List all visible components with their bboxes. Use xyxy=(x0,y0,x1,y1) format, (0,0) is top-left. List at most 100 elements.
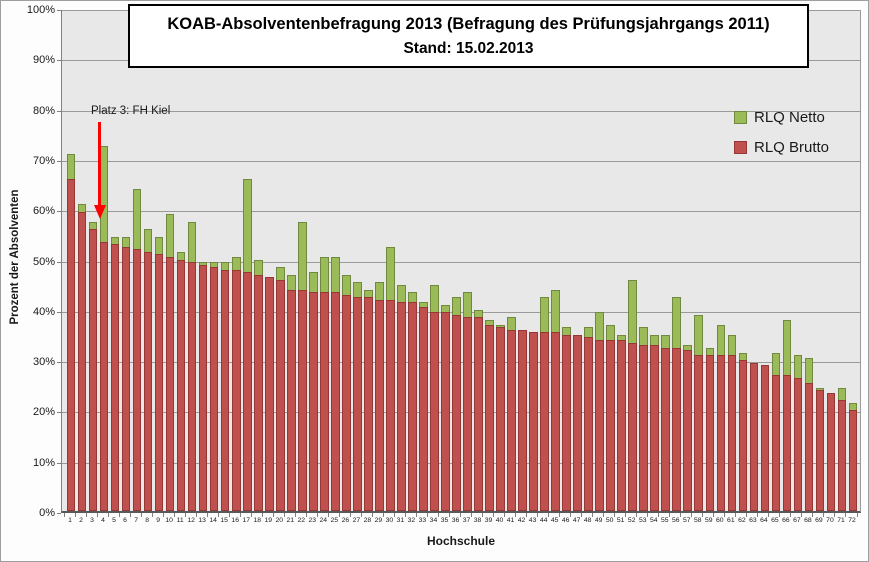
bar-brutto-6 xyxy=(121,246,131,511)
x-tick-label: 41 xyxy=(506,517,515,524)
y-tick-mark xyxy=(57,261,61,263)
x-tick-mark xyxy=(239,513,241,517)
x-tick-mark xyxy=(603,513,605,517)
x-tick-mark xyxy=(437,513,439,517)
x-tick-mark xyxy=(118,513,120,517)
x-tick-label: 71 xyxy=(837,517,845,524)
y-tick-label: 50% xyxy=(32,255,55,268)
bar-brutto-23 xyxy=(309,292,318,511)
x-tick-label: 54 xyxy=(649,517,658,524)
x-tick-mark xyxy=(228,513,230,517)
x-axis-title: Hochschule xyxy=(426,534,495,548)
bar-brutto-35 xyxy=(441,312,450,511)
x-tick-label: 28 xyxy=(363,517,372,524)
x-tick-label: 70 xyxy=(826,517,834,524)
x-tick-label: 42 xyxy=(517,517,526,524)
x-tick-label: 51 xyxy=(616,517,625,524)
x-tick-mark xyxy=(173,513,175,517)
brutto-swatch-icon xyxy=(734,141,747,154)
bar-brutto-65 xyxy=(771,375,781,511)
x-tick-mark xyxy=(823,513,825,517)
x-tick-mark xyxy=(680,513,682,517)
bar-brutto-68 xyxy=(804,382,814,511)
x-tick-mark xyxy=(162,513,164,517)
x-tick-label: 68 xyxy=(804,517,812,524)
x-tick-mark xyxy=(316,513,318,517)
x-tick-mark xyxy=(195,513,197,517)
x-tick-label: 69 xyxy=(815,517,823,524)
x-tick-mark xyxy=(515,513,517,517)
bar-brutto-33 xyxy=(419,307,428,511)
netto-swatch-icon xyxy=(734,111,747,124)
bar-brutto-38 xyxy=(474,317,483,511)
x-tick-label: 35 xyxy=(440,517,449,524)
bar-brutto-9 xyxy=(154,254,164,511)
bar-brutto-63 xyxy=(749,362,759,511)
x-tick-mark xyxy=(272,513,274,517)
x-tick-label: 23 xyxy=(308,517,317,524)
x-tick-label: 9 xyxy=(156,517,160,524)
x-tick-mark xyxy=(768,513,770,517)
x-tick-mark xyxy=(746,513,748,517)
x-tick-label: 59 xyxy=(705,517,713,524)
legend-item-netto: RLQ Netto xyxy=(734,109,829,126)
y-tick-mark xyxy=(57,60,61,62)
x-tick-mark xyxy=(283,513,285,517)
bar-brutto-12 xyxy=(187,262,197,511)
x-tick-label: 40 xyxy=(495,517,504,524)
x-tick-mark xyxy=(294,513,296,517)
x-tick-label: 30 xyxy=(385,517,394,524)
x-tick-mark xyxy=(107,513,109,517)
x-tick-label: 10 xyxy=(165,517,173,524)
y-tick-mark xyxy=(57,412,61,414)
y-tick-label: 0% xyxy=(39,507,55,519)
bar-brutto-30 xyxy=(386,299,395,511)
bar-brutto-70 xyxy=(826,392,836,511)
chart-title: KOAB-Absolventenbefragung 2013 (Befragun… xyxy=(167,15,770,33)
bar-brutto-69 xyxy=(815,390,825,511)
x-tick-label: 72 xyxy=(848,517,856,524)
x-tick-mark xyxy=(460,513,461,517)
x-tick-mark xyxy=(261,513,263,517)
x-tick-label: 38 xyxy=(473,517,482,524)
x-tick-label: 14 xyxy=(209,517,217,524)
x-tick-mark xyxy=(570,513,572,517)
x-tick-label: 52 xyxy=(627,517,636,524)
bar-brutto-51 xyxy=(617,339,626,511)
legend-item-brutto: RLQ Brutto xyxy=(734,139,829,156)
x-tick-label: 22 xyxy=(297,517,306,524)
x-tick-label: 1 xyxy=(68,517,72,524)
bar-brutto-56 xyxy=(672,347,682,511)
gridline xyxy=(62,110,860,112)
x-tick-label: 33 xyxy=(418,517,427,524)
x-tick-label: 46 xyxy=(561,517,570,524)
x-tick-mark xyxy=(592,513,594,517)
x-tick-label: 8 xyxy=(145,517,149,524)
x-tick-label: 18 xyxy=(253,517,262,524)
x-tick-label: 2 xyxy=(79,517,83,524)
x-tick-label: 39 xyxy=(484,517,493,524)
x-tick-mark xyxy=(360,513,362,517)
x-tick-label: 24 xyxy=(319,517,328,524)
x-tick-label: 16 xyxy=(231,517,239,524)
x-tick-label: 26 xyxy=(341,517,350,524)
x-tick-mark xyxy=(537,513,539,517)
x-tick-mark xyxy=(305,513,307,517)
bar-brutto-5 xyxy=(110,244,120,511)
y-tick-mark xyxy=(57,10,61,11)
x-tick-label: 65 xyxy=(771,517,779,524)
bar-brutto-24 xyxy=(320,292,329,511)
x-tick-mark xyxy=(669,513,671,517)
x-tick-label: 47 xyxy=(572,517,581,524)
bar-brutto-47 xyxy=(573,334,582,511)
x-tick-label: 50 xyxy=(605,517,614,524)
bar-brutto-50 xyxy=(606,339,615,511)
bar-brutto-26 xyxy=(342,294,351,511)
x-tick-mark xyxy=(184,513,186,517)
x-tick-mark xyxy=(426,513,428,517)
x-tick-label: 60 xyxy=(716,517,724,524)
x-tick-mark xyxy=(845,513,847,517)
x-tick-mark xyxy=(206,513,208,517)
x-tick-mark xyxy=(702,513,704,517)
bar-brutto-29 xyxy=(375,299,384,511)
